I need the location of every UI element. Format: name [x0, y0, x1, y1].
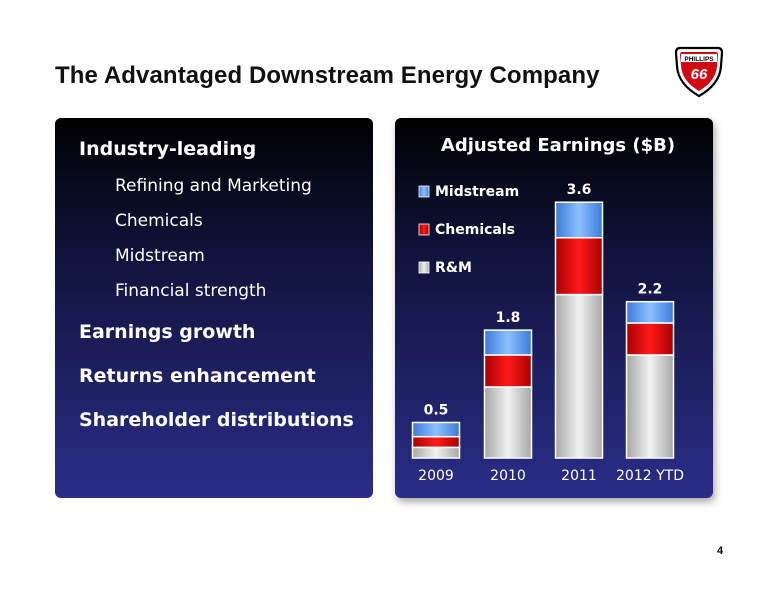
bullet-shareholder-distributions: Shareholder distributions — [79, 409, 354, 431]
bar-2010-chemicals — [483, 354, 533, 388]
x-tick-2009: 2009 — [418, 468, 454, 484]
bullet-chemicals: Chemicals — [115, 211, 203, 231]
legend-swatch-chemicals — [418, 223, 430, 236]
page-number: 4 — [717, 545, 724, 557]
bar-2011-r-m — [554, 293, 604, 459]
svg-text:PHILLIPS: PHILLIPS — [684, 56, 714, 63]
chart-legend: Midstream Chemicals R&M — [418, 184, 519, 276]
bar-2009-chemicals — [411, 435, 461, 449]
key-points-list: Industry-leading Refining and Marketing … — [79, 138, 373, 431]
total-label-2011: 3.6 — [567, 182, 592, 198]
bullet-earnings-growth: Earnings growth — [79, 321, 256, 343]
x-tick-2010: 2010 — [490, 468, 526, 484]
total-label-2012-ytd: 2.2 — [638, 282, 663, 298]
key-points-panel: Industry-leading Refining and Marketing … — [55, 118, 373, 498]
phillips-66-logo: PHILLIPS 66 — [674, 46, 724, 98]
chart-x-axis: 2009 2010 2011 2012 YTD — [418, 468, 684, 484]
chart-bars — [411, 201, 675, 459]
page-title: The Advantaged Downstream Energy Company — [55, 62, 600, 89]
bullet-financial-strength: Financial strength — [115, 281, 267, 301]
bar-2010-r-m — [483, 386, 533, 459]
legend-swatch-midstream — [418, 185, 430, 198]
bullet-industry-leading: Industry-leading — [79, 138, 257, 160]
total-label-2009: 0.5 — [424, 402, 449, 418]
bar-2009-midstream — [411, 421, 461, 438]
bar-2011-chemicals — [554, 236, 604, 296]
bullet-refining-marketing: Refining and Marketing — [115, 176, 312, 196]
bar-2012-ytd-r-m — [625, 354, 675, 459]
legend-label-r-m: R&M — [435, 260, 472, 276]
earnings-chart-panel: Adjusted Earnings ($B) Midstream Chemical… — [395, 118, 713, 498]
chart-title: Adjusted Earnings ($B) — [441, 135, 675, 156]
legend-swatch-r-m — [418, 261, 430, 274]
bar-2011-midstream — [554, 201, 604, 239]
legend-label-chemicals: Chemicals — [435, 222, 515, 238]
bar-2012-ytd-chemicals — [625, 322, 675, 356]
earnings-chart: Adjusted Earnings ($B) Midstream Chemical… — [411, 135, 684, 484]
bar-2012-ytd-midstream — [625, 300, 675, 324]
total-label-2010: 1.8 — [496, 310, 521, 326]
x-tick-2011: 2011 — [561, 468, 597, 484]
svg-text:66: 66 — [691, 66, 708, 83]
legend-label-midstream: Midstream — [435, 184, 519, 200]
bullet-midstream: Midstream — [115, 246, 205, 266]
bar-2010-midstream — [483, 329, 533, 356]
bullet-returns-enhancement: Returns enhancement — [79, 365, 316, 387]
chart-total-labels: 0.5 1.8 3.6 2.2 — [424, 182, 663, 418]
x-tick-2012-ytd: 2012 YTD — [616, 468, 684, 484]
bar-2009-r-m — [411, 446, 461, 459]
